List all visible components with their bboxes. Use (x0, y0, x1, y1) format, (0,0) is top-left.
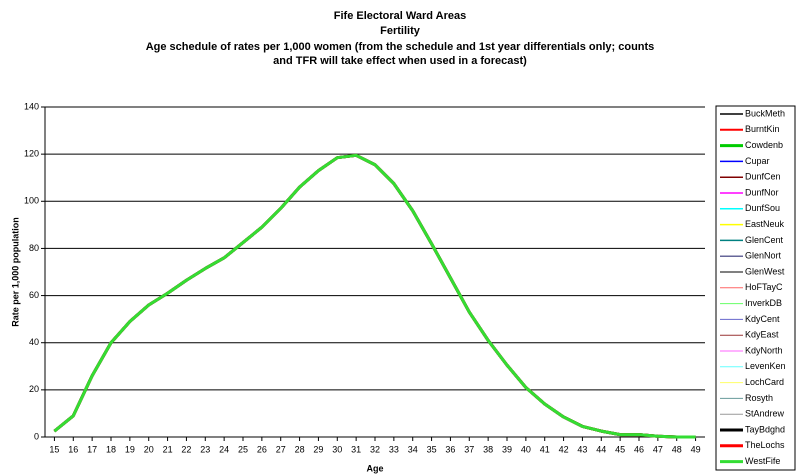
series-line (53, 153, 696, 439)
series-line (54, 154, 696, 438)
series-line (53, 154, 696, 438)
x-tick-label: 46 (634, 444, 644, 454)
y-tick-label: 60 (29, 290, 39, 300)
legend-label: KdyCent (745, 314, 780, 324)
y-tick-label: 120 (24, 149, 39, 159)
legend-label: GlenNort (745, 251, 782, 261)
x-tick-label: 38 (483, 444, 493, 454)
x-tick-label: 30 (332, 444, 342, 454)
x-tick-label: 37 (464, 444, 474, 454)
legend-label: Rosyth (745, 393, 773, 403)
series-line (54, 154, 696, 438)
y-tick-label: 140 (24, 101, 39, 111)
x-tick-label: 49 (691, 444, 701, 454)
x-tick-label: 43 (577, 444, 587, 454)
x-tick-label: 27 (276, 444, 286, 454)
x-tick-label: 41 (540, 444, 550, 454)
x-tick-label: 34 (408, 444, 418, 454)
series-line (53, 154, 696, 438)
series-line (53, 153, 696, 439)
legend-label: Cowdenb (745, 140, 783, 150)
legend-label: GlenCent (745, 235, 784, 245)
legend-label: Cupar (745, 156, 770, 166)
series-line (53, 154, 696, 438)
series-line (54, 154, 696, 438)
x-tick-label: 32 (370, 444, 380, 454)
x-tick-label: 20 (144, 444, 154, 454)
x-tick-label: 16 (68, 444, 78, 454)
series-line (54, 154, 696, 438)
x-tick-label: 22 (181, 444, 191, 454)
x-axis-title: Age (366, 463, 383, 473)
legend-label: DunfSou (745, 203, 780, 213)
x-tick-label: 24 (219, 444, 229, 454)
legend-label: InverkDB (745, 298, 782, 308)
legend-label: EastNeuk (745, 219, 785, 229)
legend-label: BuckMeth (745, 108, 785, 118)
series-line (54, 154, 696, 438)
x-tick-label: 44 (596, 444, 606, 454)
series-line (53, 154, 696, 438)
x-tick-label: 35 (427, 444, 437, 454)
series-line (54, 154, 696, 438)
legend-label: DunfCen (745, 172, 781, 182)
chart-description: Age schedule of rates per 1,000 women (f… (146, 41, 655, 53)
legend-label: WestFife (745, 456, 780, 466)
x-tick-label: 39 (502, 444, 512, 454)
legend-label: DunfNor (745, 187, 779, 197)
series-line (53, 154, 696, 438)
series-line (53, 154, 696, 438)
series-line (53, 153, 696, 439)
legend-label: GlenWest (745, 266, 785, 276)
legend-label: LevenKen (745, 361, 786, 371)
x-tick-label: 15 (49, 444, 59, 454)
x-tick-label: 29 (313, 444, 323, 454)
x-tick-label: 18 (106, 444, 116, 454)
x-tick-label: 25 (238, 444, 248, 454)
x-tick-label: 36 (445, 444, 455, 454)
x-tick-label: 45 (615, 444, 625, 454)
series-line (53, 154, 696, 438)
legend-label: StAndrew (745, 409, 785, 419)
legend-label: HoFTayC (745, 282, 783, 292)
legend-label: BurntKin (745, 124, 780, 134)
series-line (53, 153, 696, 439)
chart-subtitle: Fertility (380, 25, 421, 37)
legend-label: TayBdghd (745, 424, 785, 434)
legend-label: KdyNorth (745, 345, 783, 355)
x-tick-label: 28 (295, 444, 305, 454)
y-tick-label: 20 (29, 384, 39, 394)
y-axis-title: Rate per 1,000 population (10, 217, 20, 327)
x-tick-label: 33 (389, 444, 399, 454)
x-tick-label: 31 (351, 444, 361, 454)
series-line (53, 154, 696, 438)
x-tick-label: 21 (163, 444, 173, 454)
x-tick-label: 47 (653, 444, 663, 454)
series-line (54, 154, 696, 438)
series-line (53, 154, 696, 438)
x-tick-label: 26 (257, 444, 267, 454)
x-tick-label: 19 (125, 444, 135, 454)
y-tick-label: 0 (34, 431, 39, 441)
chart-title: Fife Electoral Ward Areas (334, 10, 466, 22)
series-line (54, 154, 696, 438)
x-tick-label: 40 (521, 444, 531, 454)
x-tick-label: 17 (87, 444, 97, 454)
legend-label: KdyEast (745, 330, 779, 340)
series-line (54, 154, 696, 438)
series-line (54, 154, 696, 438)
x-tick-label: 48 (672, 444, 682, 454)
x-tick-label: 23 (200, 444, 210, 454)
y-tick-label: 40 (29, 337, 39, 347)
y-tick-label: 80 (29, 243, 39, 253)
y-tick-label: 100 (24, 196, 39, 206)
legend-label: TheLochs (745, 440, 785, 450)
chart-description: and TFR will take effect when used in a … (273, 55, 527, 67)
legend-label: LochCard (745, 377, 784, 387)
x-tick-label: 42 (559, 444, 569, 454)
